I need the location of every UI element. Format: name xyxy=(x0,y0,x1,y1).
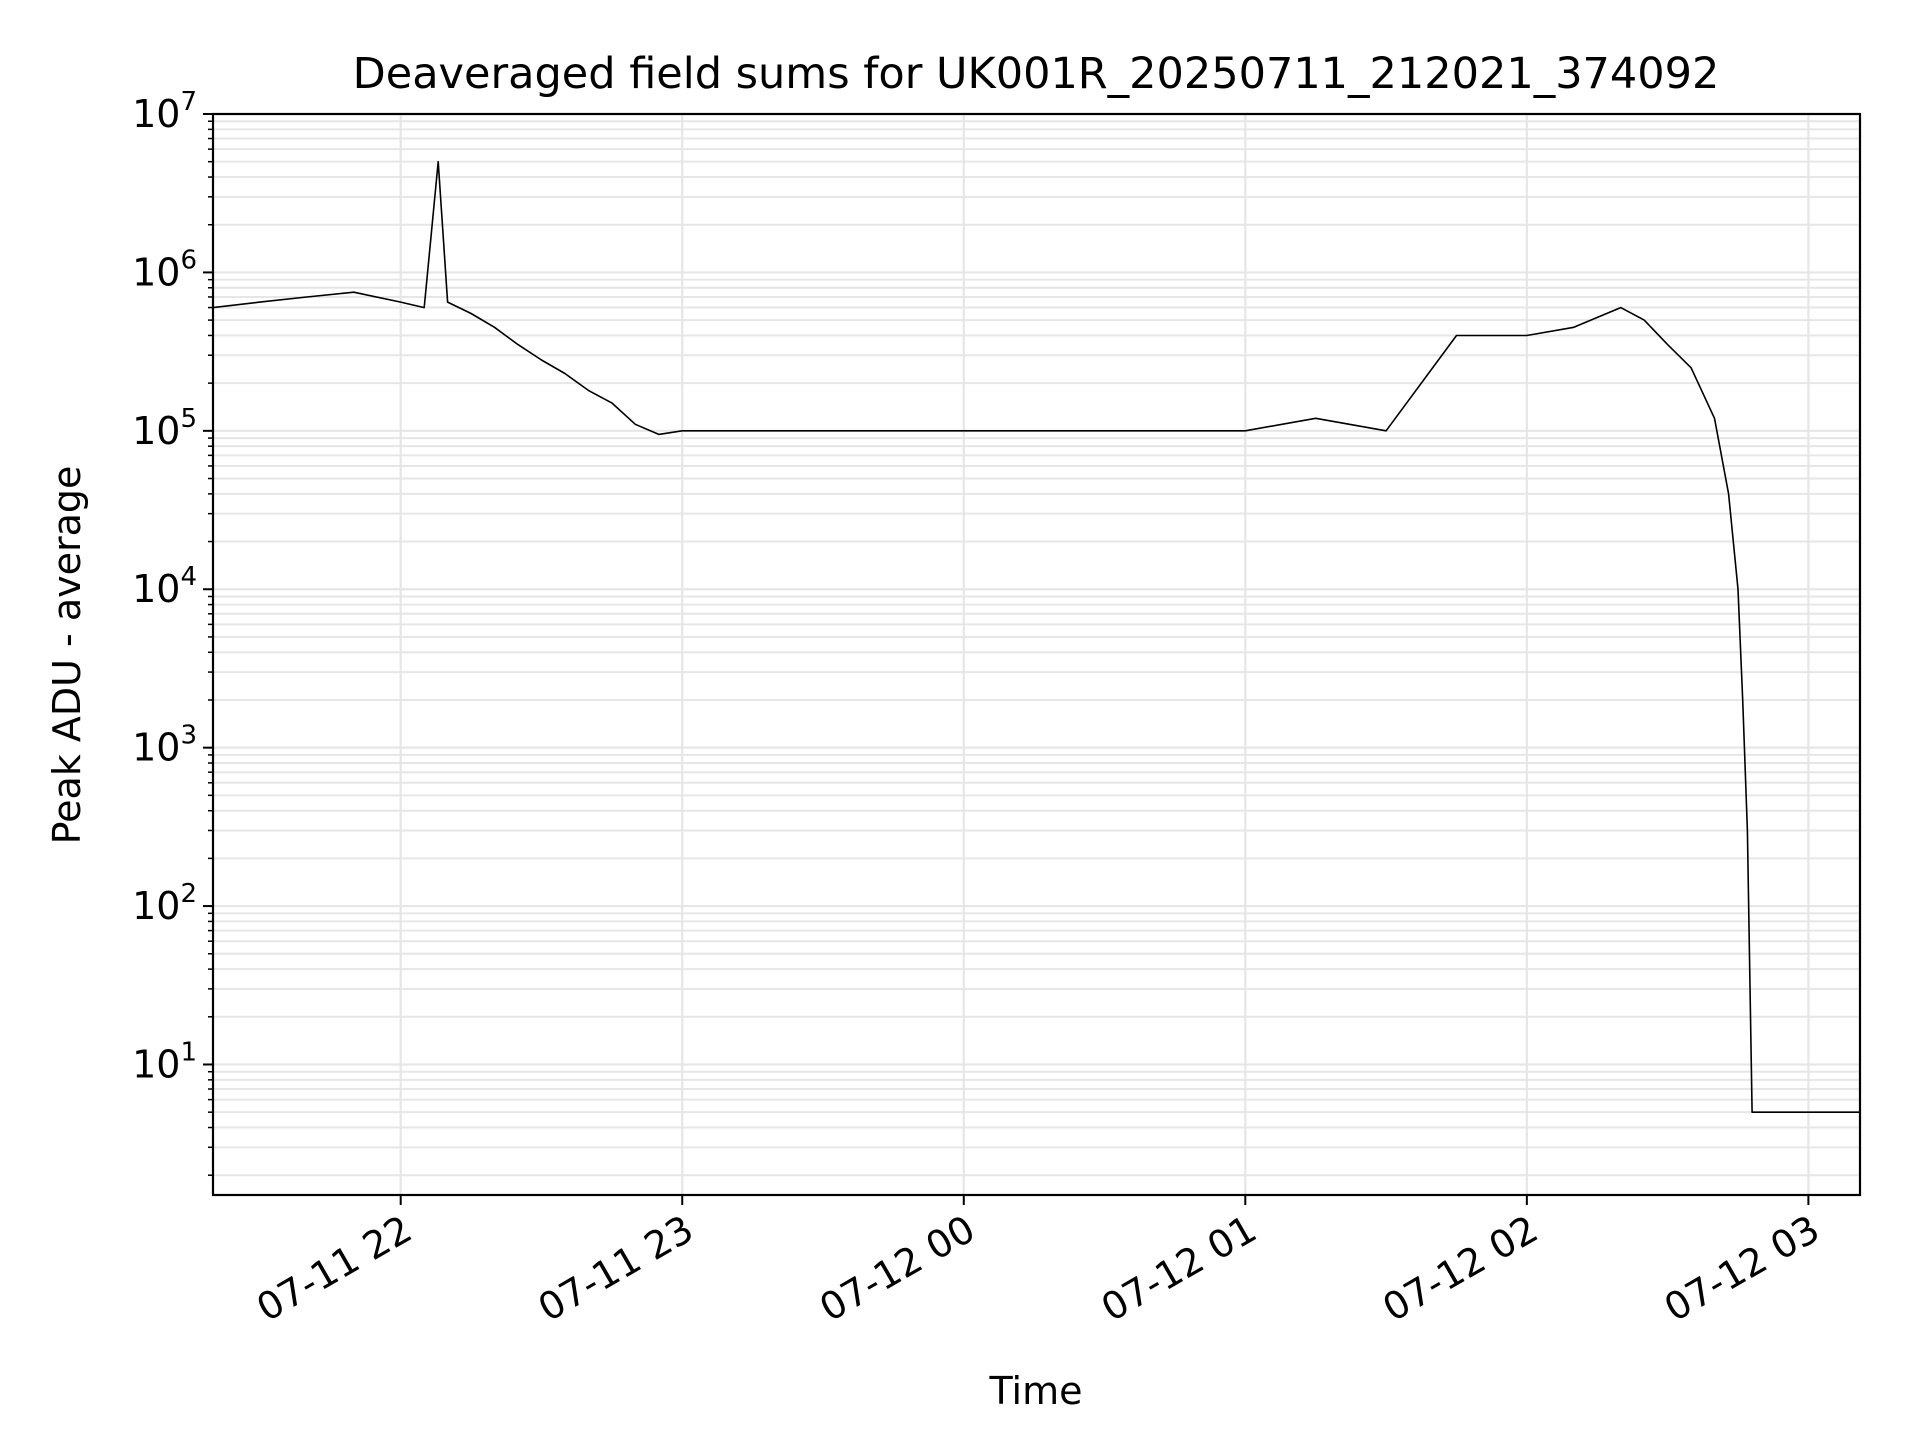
y-tick-label: 101 xyxy=(132,1037,197,1086)
x-tick-label: 07-12 02 xyxy=(1375,1207,1545,1331)
y-tick-label-base: 10 xyxy=(132,567,180,611)
y-tick-label: 104 xyxy=(132,562,197,611)
y-tick-label-exponent: 3 xyxy=(180,721,197,751)
y-tick-label: 103 xyxy=(132,721,197,770)
chart-title: Deaveraged field sums for UK001R_2025071… xyxy=(353,49,1720,99)
y-tick-label-exponent: 6 xyxy=(180,245,197,275)
y-tick-label: 105 xyxy=(132,404,197,453)
x-tick-label: 07-12 00 xyxy=(812,1207,982,1331)
y-axis-label: Peak ADU - average xyxy=(45,466,89,845)
y-tick-label-base: 10 xyxy=(132,92,180,136)
y-tick-label-base: 10 xyxy=(132,726,180,770)
x-tick-label: 07-11 22 xyxy=(249,1207,419,1331)
grid-layer xyxy=(213,114,1860,1195)
y-tick-label-exponent: 5 xyxy=(180,404,197,434)
y-tick-label-exponent: 4 xyxy=(180,562,197,592)
x-axis-label: Time xyxy=(989,1369,1083,1413)
y-tick-label: 106 xyxy=(132,245,197,294)
y-tick-label-base: 10 xyxy=(132,250,180,294)
y-tick-label: 107 xyxy=(132,87,197,136)
x-tick-label: 07-12 01 xyxy=(1094,1207,1264,1331)
y-tick-label-exponent: 1 xyxy=(180,1037,197,1067)
x-tick-label: 07-12 03 xyxy=(1657,1207,1827,1331)
y-tick-label-exponent: 7 xyxy=(180,87,197,117)
y-tick-label-exponent: 2 xyxy=(180,879,197,909)
y-tick-label-base: 10 xyxy=(132,1042,180,1086)
y-tick-label-base: 10 xyxy=(132,409,180,453)
y-tick-label: 102 xyxy=(132,879,197,928)
x-tick-label: 07-11 23 xyxy=(531,1207,701,1331)
plot-frame xyxy=(213,114,1860,1195)
y-tick-label-base: 10 xyxy=(132,884,180,928)
